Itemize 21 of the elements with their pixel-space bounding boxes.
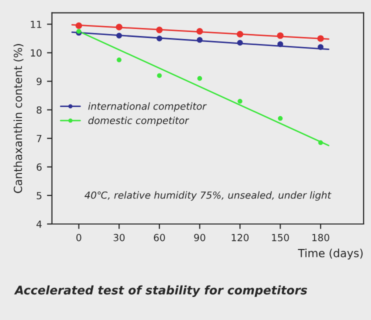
y-tick-label: 11: [30, 20, 42, 28]
y-axis-title: Canthaxanthin content (%): [14, 44, 24, 194]
y-tick-label: 4: [36, 220, 42, 228]
x-tick-label: 180: [312, 234, 330, 242]
x-tick-label: 150: [272, 234, 289, 242]
x-tick-label: 120: [232, 234, 249, 242]
legend-label: domestic competitor: [88, 116, 190, 126]
y-tick-label: 10: [30, 49, 42, 57]
x-tick-label: 90: [194, 234, 206, 242]
legend-label: international competitor: [88, 102, 207, 112]
annotation: 40℃, relative humidity 75%, unsealed, under light: [84, 191, 332, 201]
x-tick-label: 60: [154, 234, 165, 242]
y-tick-label: 9: [36, 78, 42, 86]
x-axis-title: Time (days): [298, 248, 363, 260]
text: Accelerated test of stability for competitors: [14, 285, 308, 297]
y-tick-label: 8: [36, 106, 42, 114]
y-tick-label: 6: [36, 163, 42, 171]
x-tick-label: 30: [114, 234, 125, 242]
y-tick-label: 7: [36, 134, 42, 142]
x-tick-label: 0: [76, 234, 82, 242]
y-tick-label: 5: [36, 192, 42, 200]
